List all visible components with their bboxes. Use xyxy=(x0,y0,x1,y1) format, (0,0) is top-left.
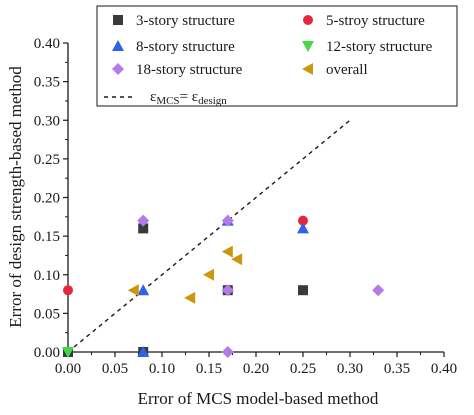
legend-18-story-structure-label: 18-story structure xyxy=(136,62,243,78)
overall-point xyxy=(221,245,233,258)
x-tick-label: 0.10 xyxy=(149,361,175,377)
legend: 3-story structure 5-stroy structure 8-stor… xyxy=(96,5,458,107)
ticks: 0.00 0.05 0.10 0.15 0.20 0.25 0.30 0.35 0.40 0.00… xyxy=(34,36,457,377)
reference-dashed-line xyxy=(67,119,351,353)
legend-5-stroy-structure-label: 5-stroy structure xyxy=(326,13,425,29)
y-tick-label: 0.00 xyxy=(34,345,60,361)
x-tick-label: 0.15 xyxy=(196,361,222,377)
3-story-structure-point xyxy=(138,223,149,234)
legend-12-story-structure-label: 12-story structure xyxy=(326,39,433,55)
x-tick-label: 0.40 xyxy=(431,361,457,377)
legend-overall-marker xyxy=(302,63,313,75)
overall-point xyxy=(127,284,139,297)
legend-box xyxy=(96,5,458,107)
x-tick-label: 0.00 xyxy=(55,361,81,377)
x-tick-label: 0.35 xyxy=(384,361,410,377)
y-tick-label: 0.35 xyxy=(34,75,60,91)
3-story-structure-point xyxy=(298,285,308,296)
y-tick-label: 0.30 xyxy=(34,113,60,129)
y-tick-label: 0.15 xyxy=(34,229,60,245)
legend-3-story-structure-label: 3-story structure xyxy=(136,13,235,29)
18-story-structure-point xyxy=(372,284,385,297)
x-tick-label: 0.20 xyxy=(243,361,269,377)
y-tick-label: 0.25 xyxy=(34,152,60,168)
legend-reference-label: εMCS= εdesign xyxy=(150,89,227,107)
5-stroy-structure-point xyxy=(63,285,73,296)
y-tick-label: 0.40 xyxy=(34,36,60,52)
x-axis-label: Error of MCS model-based method xyxy=(138,389,379,408)
8-story-structure-point xyxy=(137,284,150,296)
18-story-structure-point xyxy=(221,214,234,227)
18-story-structure-point xyxy=(221,284,234,297)
legend-18-story-structure-marker xyxy=(112,63,124,75)
legend-12-story-structure-marker xyxy=(302,41,314,52)
x-tick-label: 0.30 xyxy=(337,361,363,377)
18-story-structure-point xyxy=(137,214,150,227)
18-story-structure-point xyxy=(221,346,234,358)
x-tick-label: 0.05 xyxy=(102,361,128,377)
legend-5-stroy-structure-marker xyxy=(303,15,313,25)
y-tick-label: 0.05 xyxy=(34,306,60,322)
data-points xyxy=(62,214,385,358)
legend-3-story-structure-marker xyxy=(113,15,123,25)
y-tick-label: 0.20 xyxy=(34,191,60,207)
x-tick-label: 0.25 xyxy=(290,361,316,377)
reference-line xyxy=(67,119,351,353)
y-tick-label: 0.10 xyxy=(34,268,60,284)
12-story-structure-point xyxy=(62,347,74,358)
legend-8-story-structure-label: 8-story structure xyxy=(136,39,235,55)
overall-point xyxy=(184,291,196,304)
8-story-structure-point xyxy=(137,346,150,357)
8-story-structure-point xyxy=(297,222,309,234)
legend-8-story-structure-marker xyxy=(112,40,124,51)
overall-point xyxy=(231,253,243,266)
overall-point xyxy=(203,268,214,281)
5-stroy-structure-point xyxy=(298,215,308,226)
y-axis-label: Error of design strength-based method xyxy=(6,66,25,328)
legend-overall-label: overall xyxy=(326,62,368,78)
